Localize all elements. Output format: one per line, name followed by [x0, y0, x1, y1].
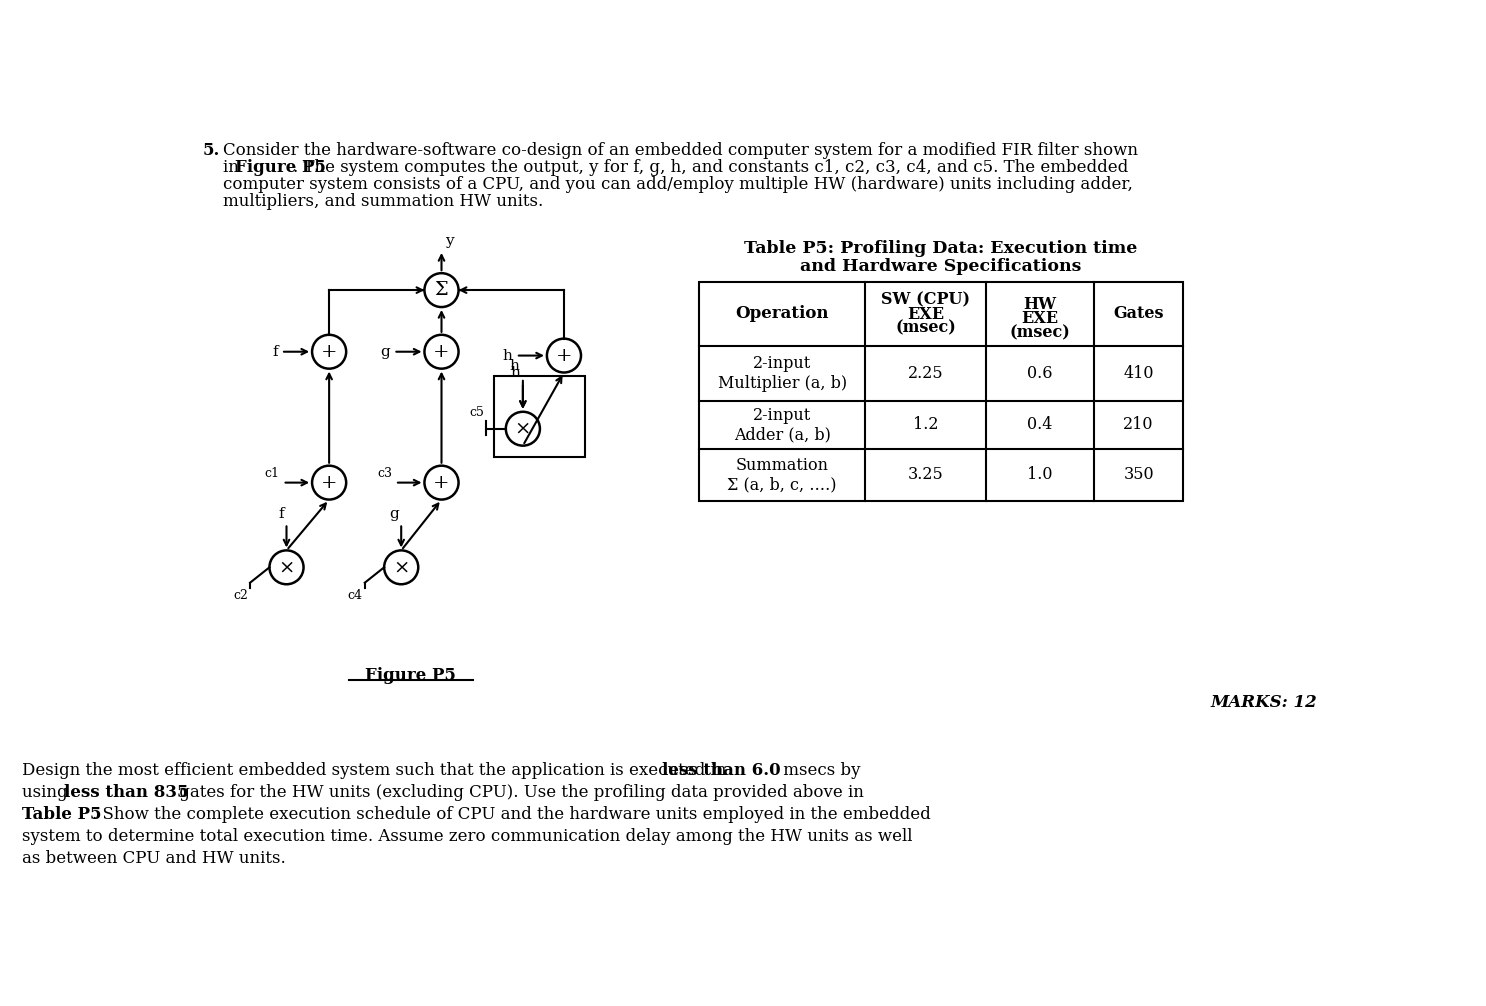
Text: as between CPU and HW units.: as between CPU and HW units.: [22, 850, 285, 867]
Text: h: h: [502, 348, 513, 362]
Text: g: g: [389, 507, 398, 521]
Text: Consider the hardware-software co-design of an embedded computer system for a mo: Consider the hardware-software co-design…: [223, 142, 1138, 159]
Text: Σ: Σ: [434, 281, 449, 299]
Text: g: g: [380, 345, 391, 359]
Text: 210: 210: [1123, 416, 1153, 434]
Text: h: h: [510, 358, 519, 372]
Text: +: +: [434, 474, 450, 492]
Bar: [495, 376, 585, 457]
Text: EXE: EXE: [906, 306, 944, 323]
Text: . The system computes the output, y for f, g, h, and constants c1, c2, c3, c4, a: . The system computes the output, y for …: [293, 159, 1128, 176]
Text: +: +: [556, 347, 572, 364]
Text: 2-input
Multiplier (a, b): 2-input Multiplier (a, b): [718, 355, 847, 391]
Text: 410: 410: [1123, 365, 1153, 382]
Bar: [698, 283, 1183, 501]
Text: msecs by: msecs by: [779, 762, 860, 779]
Text: (msec): (msec): [1009, 324, 1070, 341]
Text: c2: c2: [233, 589, 248, 602]
Text: SW (CPU): SW (CPU): [881, 292, 970, 309]
Text: 350: 350: [1123, 467, 1155, 484]
Text: f: f: [278, 507, 284, 521]
Text: c3: c3: [377, 467, 392, 480]
Text: ×: ×: [278, 558, 294, 576]
Text: 5.: 5.: [202, 142, 220, 159]
Text: Table P5: Table P5: [22, 806, 101, 823]
Text: Operation: Operation: [736, 306, 829, 323]
Text: Gates: Gates: [1113, 306, 1164, 323]
Text: 0.6: 0.6: [1027, 365, 1052, 382]
Text: computer system consists of a CPU, and you can add/employ multiple HW (hardware): computer system consists of a CPU, and y…: [223, 176, 1132, 193]
Text: +: +: [321, 474, 337, 492]
Text: MARKS: 12: MARKS: 12: [1211, 694, 1317, 711]
Text: . Show the complete execution schedule of CPU and the hardware units employed in: . Show the complete execution schedule o…: [92, 806, 930, 823]
Text: Design the most efficient embedded system such that the application is executed : Design the most efficient embedded syste…: [22, 762, 731, 779]
Text: less than 6.0: less than 6.0: [661, 762, 780, 779]
Text: +: +: [434, 343, 450, 361]
Text: 1.0: 1.0: [1027, 467, 1052, 484]
Text: Figure P5: Figure P5: [366, 667, 456, 684]
Text: 2-input
Adder (a, b): 2-input Adder (a, b): [734, 406, 831, 444]
Text: Table P5: Profiling Data: Execution time: Table P5: Profiling Data: Execution time: [744, 240, 1138, 258]
Text: system to determine total execution time. Assume zero communication delay among : system to determine total execution time…: [22, 828, 912, 845]
Text: in: in: [223, 159, 244, 176]
Text: less than 835: less than 835: [64, 784, 189, 801]
Text: c5: c5: [470, 406, 484, 420]
Text: 1.2: 1.2: [912, 416, 938, 434]
Text: (msec): (msec): [895, 319, 955, 336]
Text: Summation
Σ (a, b, c, ….): Summation Σ (a, b, c, ….): [727, 457, 837, 493]
Text: 0.4: 0.4: [1027, 416, 1052, 434]
Text: using: using: [22, 784, 73, 801]
Text: ×: ×: [392, 558, 409, 576]
Text: +: +: [321, 343, 337, 361]
Text: 3.25: 3.25: [908, 467, 944, 484]
Text: ×: ×: [514, 420, 531, 438]
Text: 2.25: 2.25: [908, 365, 944, 382]
Text: Figure P5: Figure P5: [235, 159, 327, 176]
Text: y: y: [446, 233, 455, 247]
Text: EXE: EXE: [1021, 310, 1058, 327]
Text: c1: c1: [265, 467, 279, 480]
Text: multipliers, and summation HW units.: multipliers, and summation HW units.: [223, 193, 544, 210]
Text: gates for the HW units (excluding CPU). Use the profiling data provided above in: gates for the HW units (excluding CPU). …: [174, 784, 863, 801]
Text: and Hardware Specifications: and Hardware Specifications: [801, 258, 1082, 275]
Text: f: f: [272, 345, 278, 359]
Text: c4: c4: [348, 589, 363, 602]
Text: HW: HW: [1024, 297, 1057, 313]
Text: h: h: [511, 366, 520, 380]
